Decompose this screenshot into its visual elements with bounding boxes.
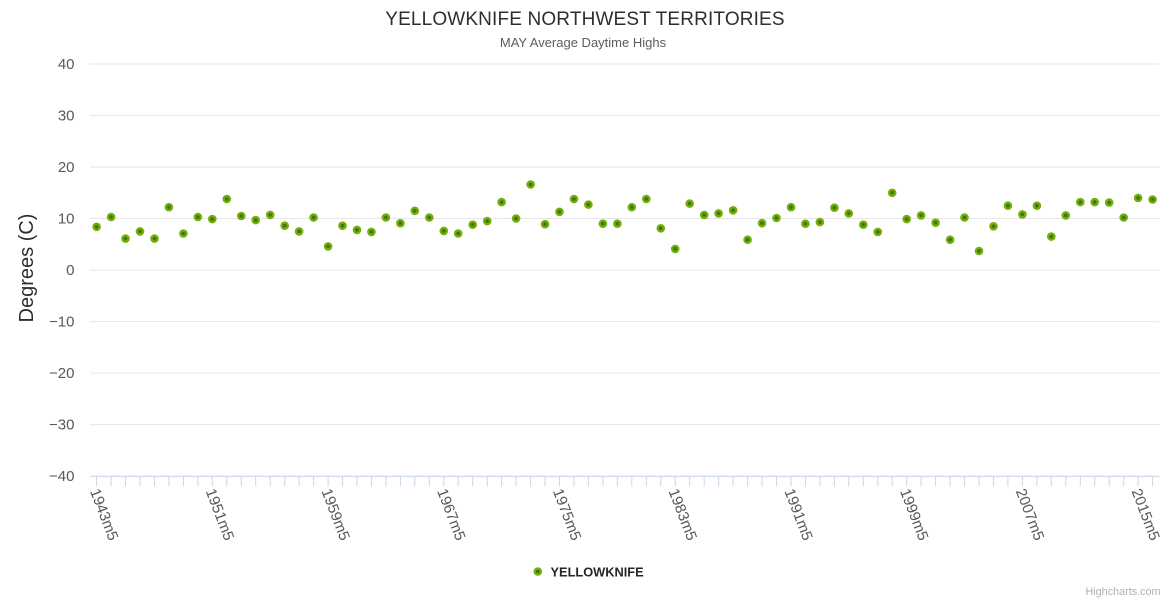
svg-text:20: 20 — [58, 159, 75, 176]
svg-text:0: 0 — [66, 262, 74, 279]
svg-text:−30: −30 — [49, 417, 74, 434]
svg-text:−40: −40 — [49, 468, 74, 485]
svg-text:10: 10 — [58, 211, 75, 228]
svg-text:−20: −20 — [49, 365, 74, 382]
svg-text:Degrees (C): Degrees (C) — [16, 214, 38, 323]
svg-text:Highcharts.com: Highcharts.com — [1085, 586, 1160, 598]
svg-text:30: 30 — [58, 108, 75, 125]
svg-text:−10: −10 — [49, 314, 74, 331]
svg-text:MAY Average Daytime Highs: MAY Average Daytime Highs — [500, 35, 667, 50]
svg-text:YELLOWKNIFE NORTHWEST TERRITOR: YELLOWKNIFE NORTHWEST TERRITORIES — [385, 9, 784, 30]
svg-text:40: 40 — [58, 56, 75, 73]
svg-text:YELLOWKNIFE: YELLOWKNIFE — [551, 565, 645, 580]
